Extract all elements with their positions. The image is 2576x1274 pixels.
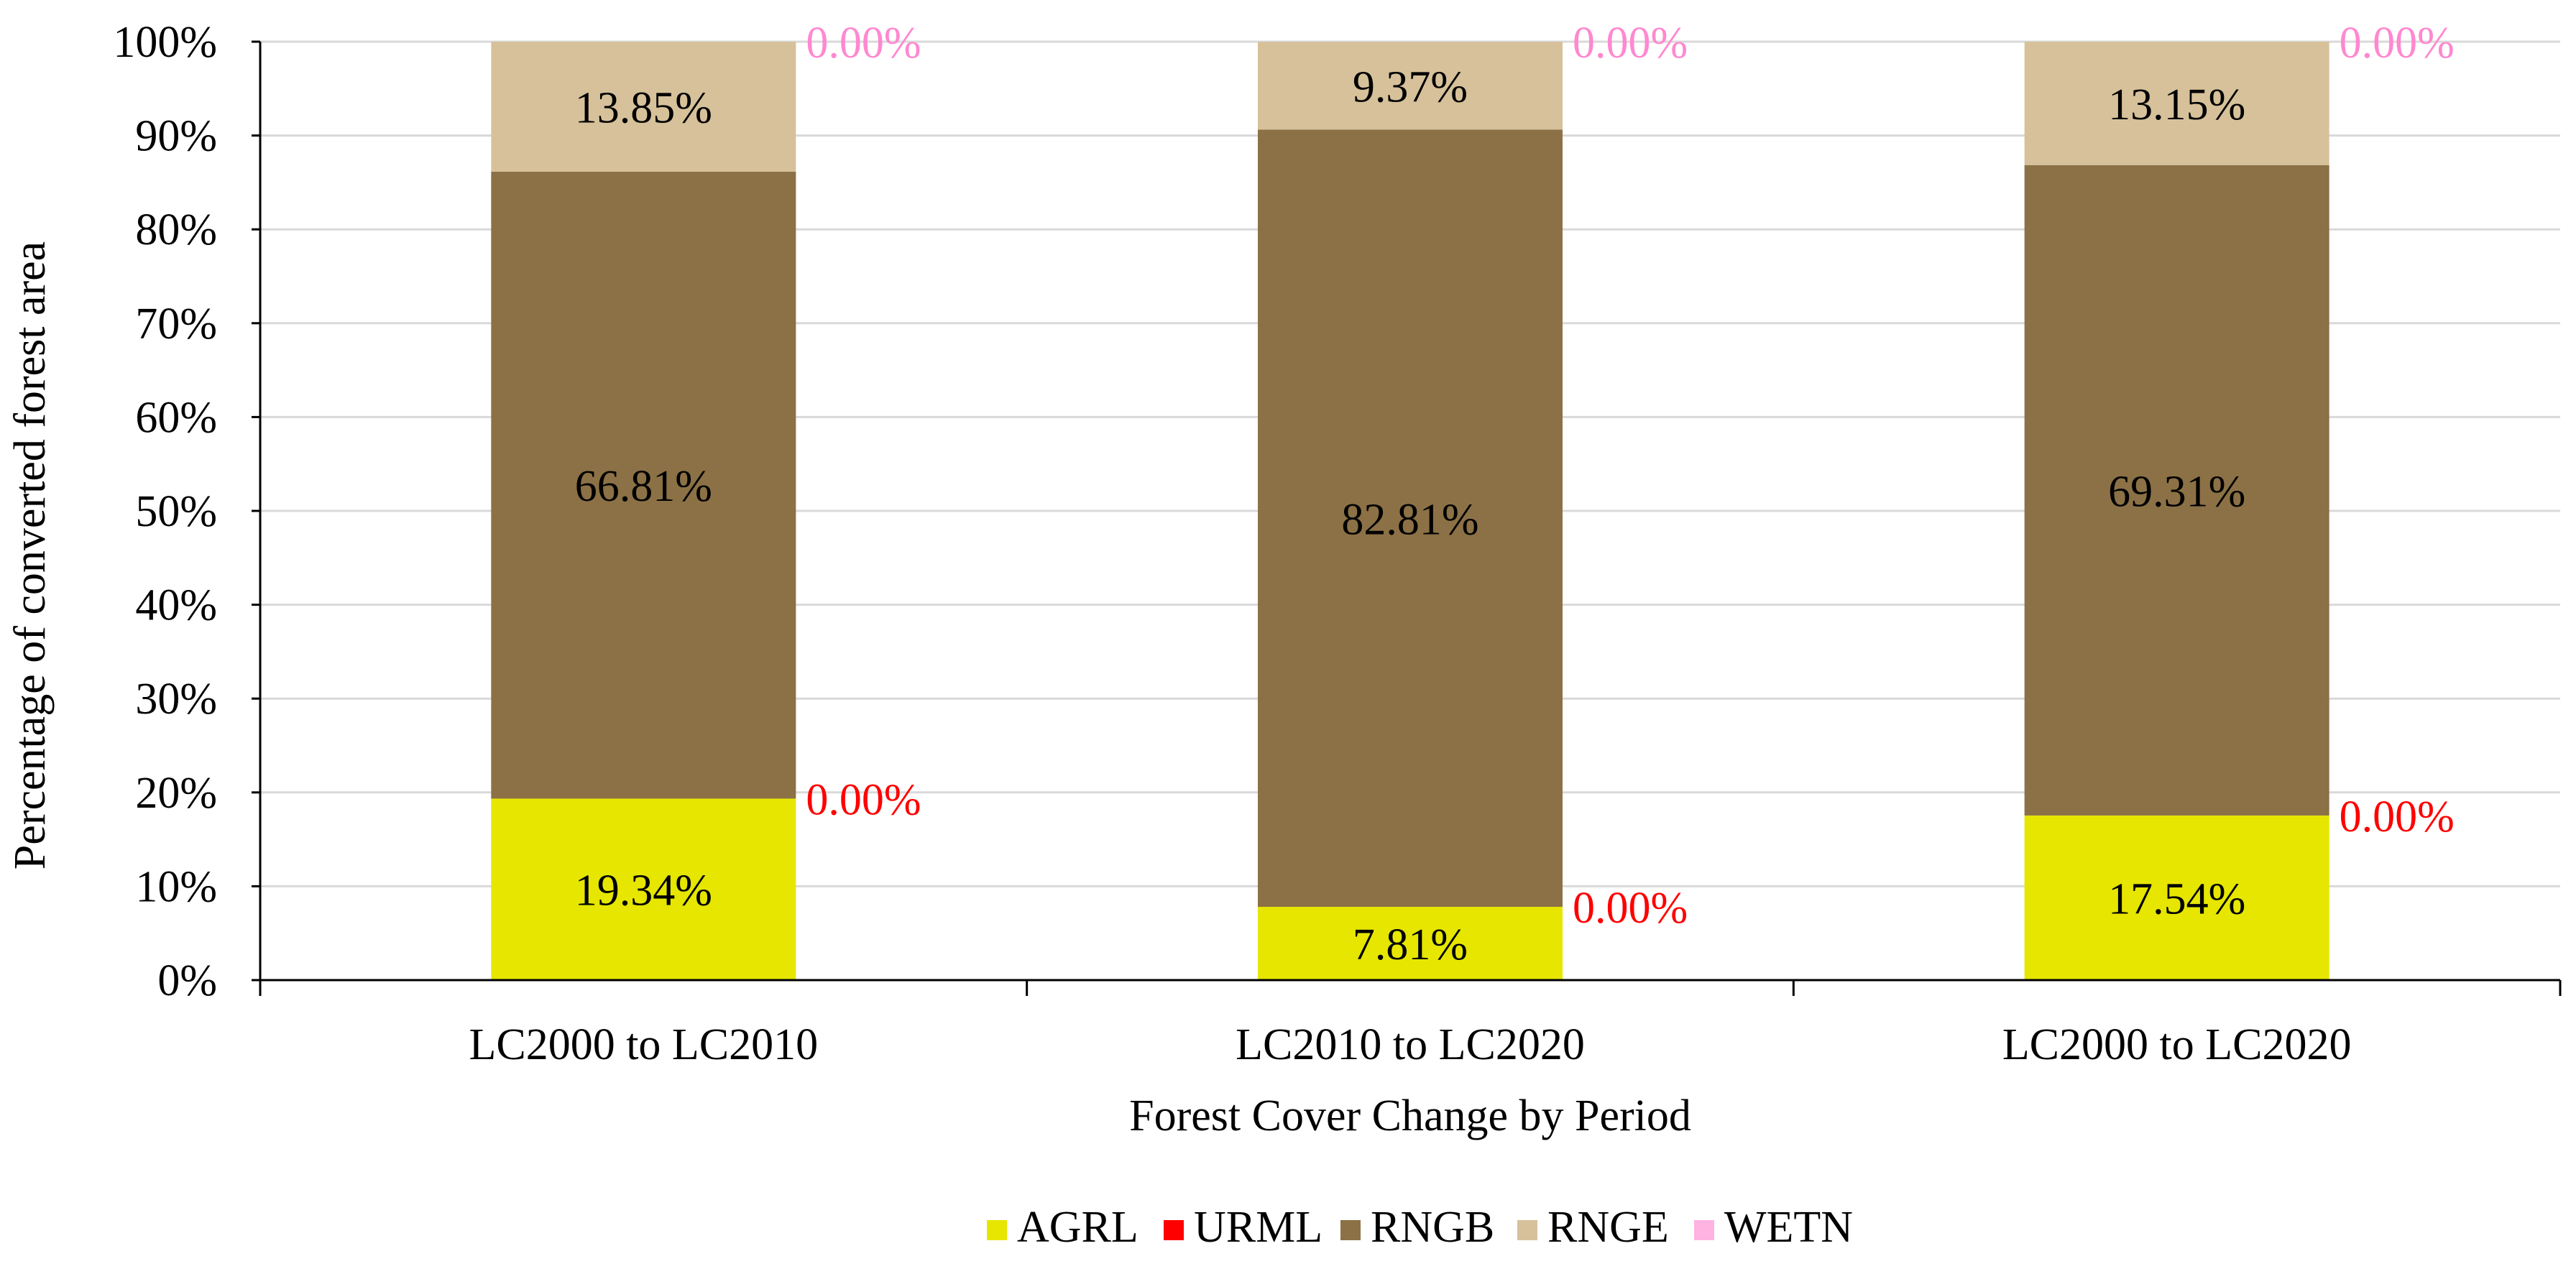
bar-segment-rngb (491, 171, 796, 799)
bar-segment-rngb (2024, 165, 2329, 816)
bar-segment-rnge (1258, 42, 1563, 130)
y-tick-label: 90% (135, 112, 217, 161)
legend-swatch (1694, 1220, 1714, 1240)
legend-item-rnge: RNGE (1517, 1203, 1669, 1252)
data-label-rngb: 66.81% (575, 462, 712, 511)
legend-swatch (1340, 1220, 1361, 1240)
y-tick-label: 0% (157, 956, 217, 1005)
legend-item-wetn: WETN (1694, 1203, 1853, 1252)
legend-label: URML (1194, 1203, 1322, 1252)
y-tick-label: 70% (135, 300, 217, 348)
data-label-wetn: 0.00% (1573, 19, 1688, 68)
legend-label: RNGB (1371, 1203, 1494, 1252)
y-tick-label: 40% (135, 581, 217, 630)
y-tick-label: 30% (135, 675, 217, 724)
x-axis-title: Forest Cover Change by Period (1129, 1091, 1691, 1140)
data-label-wetn: 0.00% (806, 19, 921, 68)
bar-segment-rnge (491, 42, 796, 172)
legend-swatch (987, 1220, 1007, 1240)
bars (491, 42, 2329, 980)
legend-item-urml: URML (1164, 1203, 1322, 1252)
bar-segment-rnge (2024, 42, 2329, 165)
data-label-urml: 0.00% (1573, 884, 1688, 933)
legend-swatch (1164, 1220, 1184, 1240)
tick-labels: 0% 10% 20% 30% 40% 50% 60% 70% 80% 90% 100% LC2000 … (113, 18, 2351, 1069)
legend: AGRL URML RNGB RNGE WETN (987, 1203, 1853, 1252)
data-label-agrl: 19.34% (575, 867, 712, 915)
x-tick-label: LC2000 to LC2020 (2002, 1020, 2352, 1069)
x-tick-label: LC2000 to LC2010 (469, 1020, 818, 1069)
y-axis-title: Percentage of converted forest area (6, 241, 55, 869)
bar-segment-agrl (1258, 907, 1563, 980)
data-label-rnge: 13.15% (2108, 80, 2245, 129)
bar-segment-agrl (2024, 815, 2329, 980)
y-tick-label: 20% (135, 769, 217, 818)
legend-label: RNGE (1547, 1203, 1669, 1252)
y-tick-label: 50% (135, 487, 217, 536)
data-label-agrl: 17.54% (2108, 874, 2245, 923)
axes (252, 40, 2562, 996)
data-label-rngb: 69.31% (2108, 467, 2245, 516)
bar-segment-agrl (491, 798, 796, 980)
legend-item-agrl: AGRL (987, 1203, 1138, 1252)
legend-label: AGRL (1017, 1203, 1138, 1252)
legend-swatch (1517, 1220, 1537, 1240)
bar-segment-rngb (1258, 129, 1563, 908)
legend-item-rngb: RNGB (1340, 1203, 1494, 1252)
data-label-wetn: 0.00% (2340, 19, 2455, 68)
data-label-agrl: 7.81% (1353, 920, 1468, 969)
y-tick-label: 60% (135, 393, 217, 442)
y-tick-label: 80% (135, 206, 217, 254)
x-tick-label: LC2010 to LC2020 (1236, 1020, 1585, 1069)
data-labels: 19.34% 0.00% 66.81% 13.85% 0.00% 7.81% 0.00% 82… (575, 19, 2455, 969)
data-label-rnge: 9.37% (1353, 63, 1468, 111)
data-label-rngb: 82.81% (1341, 495, 1478, 544)
y-tick-label: 100% (113, 18, 217, 67)
data-label-urml: 0.00% (806, 775, 921, 824)
y-tick-label: 10% (135, 862, 217, 911)
data-label-urml: 0.00% (2340, 793, 2455, 841)
legend-label: WETN (1724, 1203, 1853, 1252)
data-label-rnge: 13.85% (575, 83, 712, 132)
